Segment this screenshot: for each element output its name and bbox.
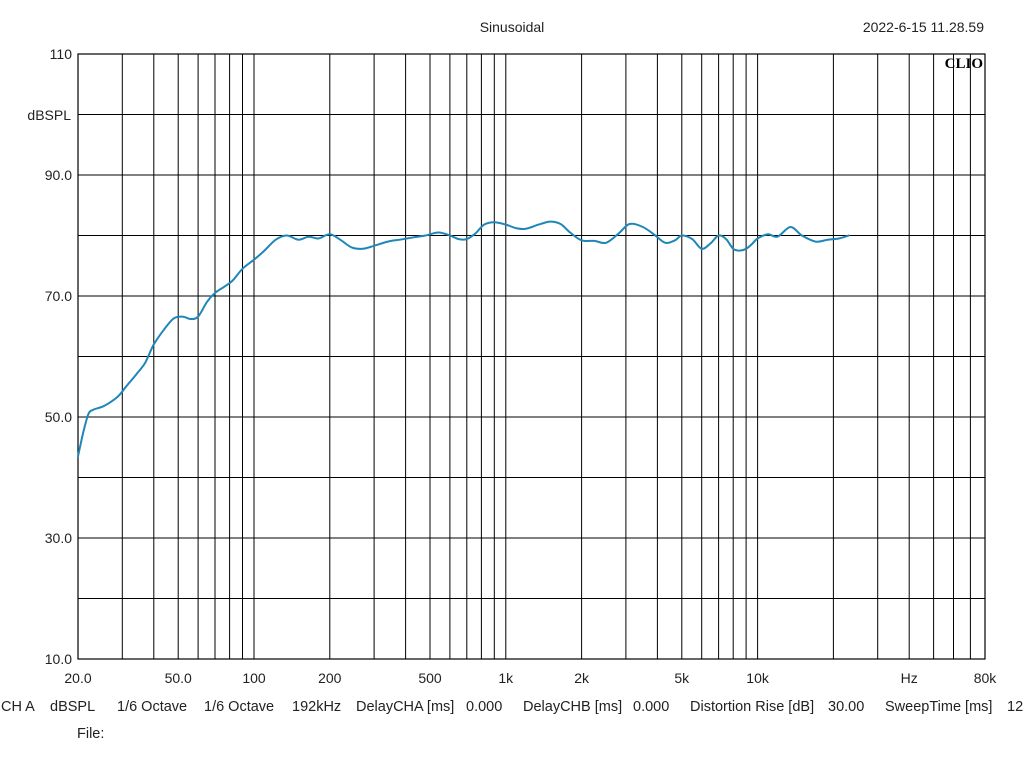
y-tick-label: 30.0	[45, 530, 72, 546]
y-tick-label: 70.0	[45, 288, 72, 304]
brand-logo: CLIO	[945, 56, 983, 72]
x-tick-label: 80k	[974, 670, 998, 686]
footer-channel: CH A	[1, 699, 35, 715]
footer-smoothing-1: 1/6 Octave	[117, 699, 187, 715]
x-tick-label: 50.0	[165, 670, 192, 686]
footer-sweep-label: SweepTime [ms]	[885, 699, 992, 715]
x-tick-label: 100	[242, 670, 266, 686]
timestamp: 2022-6-15 11.28.59	[863, 19, 984, 35]
y-tick-label: 50.0	[45, 409, 72, 425]
footer-sweep-value: 12	[1007, 699, 1023, 715]
x-tick-label: 20.0	[64, 670, 91, 686]
footer-smoothing-2: 1/6 Octave	[204, 699, 274, 715]
x-tick-labels: 20.0 50.0 100 200 500 1k 2k 5k 10k 80k	[64, 670, 997, 686]
x-tick-label: 500	[418, 670, 442, 686]
x-tick-label: 200	[318, 670, 342, 686]
series-layer	[77, 220, 850, 458]
x-tick-label: 2k	[574, 670, 590, 686]
y-tick-label: 10.0	[45, 651, 72, 667]
x-tick-label: 5k	[674, 670, 690, 686]
footer-file-label: File:	[77, 726, 104, 742]
y-tick-labels: 10.0 30.0 50.0 70.0 90.0 110	[45, 46, 72, 667]
y-axis-label: dBSPL	[27, 107, 71, 123]
y-tick-label: 110	[50, 46, 73, 62]
chart-title: Sinusoidal	[480, 19, 545, 35]
footer-delay-chb-value: 0.000	[633, 699, 669, 715]
footer-unit: dBSPL	[50, 699, 95, 715]
footer-delay-cha-value: 0.000	[466, 699, 502, 715]
footer-sample-rate: 192kHz	[292, 699, 341, 715]
footer-delay-chb-label: DelayCHB [ms]	[523, 699, 622, 715]
plot-frame	[77, 53, 986, 660]
x-unit-label: Hz	[901, 670, 918, 686]
grid	[78, 54, 985, 659]
x-tick-label: 1k	[498, 670, 514, 686]
footer-delay-cha-label: DelayCHA [ms]	[356, 699, 454, 715]
y-tick-label: 90.0	[45, 167, 72, 183]
footer-parameters: CH A dBSPL 1/6 Octave 1/6 Octave 192kHz …	[1, 699, 1023, 742]
x-tick-label: 10k	[746, 670, 770, 686]
series-line	[77, 220, 850, 458]
footer-distortion-value: 30.00	[828, 699, 864, 715]
footer-distortion-label: Distortion Rise [dB]	[690, 699, 814, 715]
